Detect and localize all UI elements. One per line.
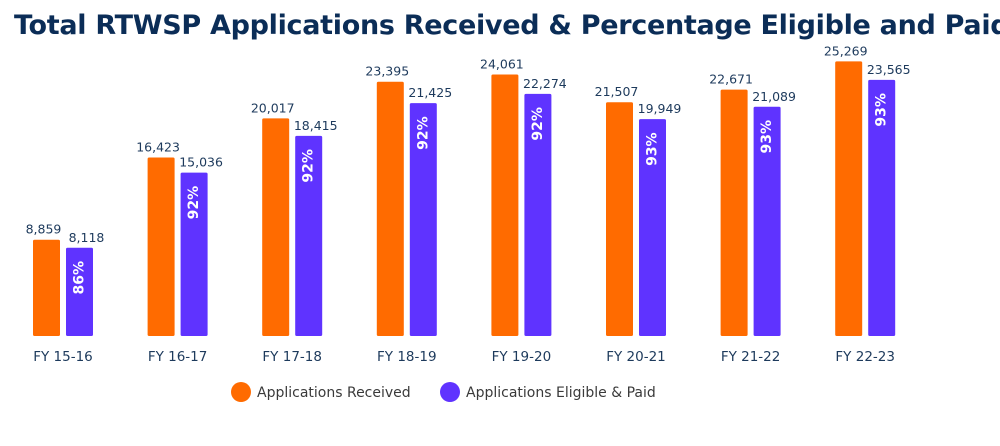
value-label-applications-eligible-paid: 21,089 xyxy=(752,89,796,104)
value-label-applications-received: 20,017 xyxy=(251,100,295,115)
bar-applications-eligible-paid xyxy=(409,103,437,336)
percent-label: 92% xyxy=(186,186,202,220)
percent-label: 92% xyxy=(415,116,431,150)
value-label-applications-eligible-paid: 23,565 xyxy=(867,62,911,77)
x-tick-label: FY 19-20 xyxy=(492,349,552,365)
x-tick-label: FY 22-23 xyxy=(835,349,895,365)
bar-applications-eligible-paid xyxy=(868,79,896,336)
bar-applications-eligible-paid xyxy=(66,247,93,336)
bars-layer xyxy=(33,61,896,337)
x-tick-label: FY 16-17 xyxy=(148,349,208,365)
x-tick-label: FY 18-19 xyxy=(377,349,437,365)
chart-title: Total RTWSP Applications Received & Perc… xyxy=(14,10,1000,41)
bar-applications-received xyxy=(720,89,748,337)
x-tick-label: FY 20-21 xyxy=(606,349,666,365)
bar-applications-received xyxy=(262,118,290,336)
x-tick-label: FY 17-18 xyxy=(262,349,322,365)
percent-label: 92% xyxy=(301,149,317,183)
value-label-applications-eligible-paid: 19,949 xyxy=(638,101,682,116)
value-label-applications-eligible-paid: 18,415 xyxy=(294,118,338,133)
value-label-applications-received: 8,859 xyxy=(26,222,62,237)
value-label-applications-received: 23,395 xyxy=(365,64,409,79)
legend-label-applications-received: Applications Received xyxy=(257,385,411,401)
value-label-applications-eligible-paid: 22,274 xyxy=(523,76,567,91)
percent-label: 93% xyxy=(645,132,661,166)
bar-applications-received xyxy=(33,239,60,336)
value-label-applications-eligible-paid: 8,118 xyxy=(69,230,105,245)
bar-applications-received xyxy=(835,61,863,337)
legend: Applications Received Applications Eligi… xyxy=(231,382,656,402)
legend-label-applications-eligible-paid: Applications Eligible & Paid xyxy=(466,385,656,401)
value-label-applications-received: 22,671 xyxy=(709,72,753,87)
bar-applications-eligible-paid xyxy=(180,172,208,336)
percent-label: 92% xyxy=(530,107,546,141)
value-label-applications-eligible-paid: 15,036 xyxy=(179,155,223,170)
legend-marker-applications-received xyxy=(231,382,251,402)
value-label-applications-eligible-paid: 21,425 xyxy=(408,85,452,100)
bar-applications-received xyxy=(606,102,633,336)
legend-marker-applications-eligible-paid xyxy=(440,382,460,402)
value-label-applications-received: 16,423 xyxy=(136,139,180,154)
percent-label: 86% xyxy=(72,261,88,295)
value-label-applications-received: 25,269 xyxy=(824,43,868,58)
bar-applications-eligible-paid xyxy=(639,119,666,336)
bar-applications-received xyxy=(376,81,404,337)
bar-applications-eligible-paid xyxy=(295,135,323,336)
bar-applications-received xyxy=(147,157,175,336)
value-label-applications-received: 24,061 xyxy=(480,56,524,71)
bar-applications-received xyxy=(491,74,519,336)
percent-label: 93% xyxy=(759,120,775,154)
value-label-applications-received: 21,507 xyxy=(595,84,639,99)
x-tick-label: FY 21-22 xyxy=(721,349,781,365)
x-tick-label: FY 15-16 xyxy=(33,349,93,365)
bar-applications-eligible-paid xyxy=(524,93,552,337)
bar-applications-eligible-paid xyxy=(753,106,781,337)
percent-label: 93% xyxy=(874,93,890,127)
